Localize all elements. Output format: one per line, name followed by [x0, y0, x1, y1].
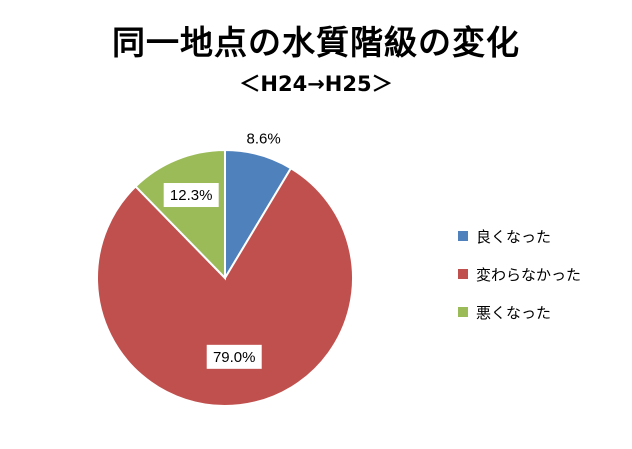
data-label-worsened: 12.3% [163, 183, 219, 208]
data-label-worsened-text: 12.3% [170, 187, 213, 204]
legend: 良くなった 変わらなかった 悪くなった [458, 226, 581, 340]
legend-swatch-improved [458, 231, 468, 241]
data-label-unchanged-box [206, 344, 262, 369]
legend-item-worsened: 悪くなった [458, 302, 581, 322]
data-label-worsened-box [163, 183, 219, 208]
pie-slice-worsened [134, 148, 226, 281]
data-label-improved-text: 8.6% [247, 131, 281, 148]
data-label-unchanged-text: 79.0% [213, 349, 256, 366]
legend-label-worsened: 悪くなった [476, 303, 552, 322]
pie-slice-unchanged [96, 166, 354, 407]
data-label-unchanged: 79.0% [206, 344, 262, 369]
pie-slices [96, 148, 354, 407]
pie-labels: 8.6% 79.0% 12.3% [163, 131, 281, 369]
legend-swatch-unchanged [458, 269, 468, 279]
legend-label-unchanged: 変わらなかった [476, 265, 582, 284]
data-label-improved: 8.6% [247, 131, 281, 148]
legend-swatch-worsened [458, 307, 468, 317]
legend-item-unchanged: 変わらなかった [458, 264, 581, 284]
legend-label-improved: 良くなった [476, 227, 552, 246]
legend-item-improved: 良くなった [458, 226, 581, 246]
chart-subtitle: ＜H24→H25＞ [239, 72, 393, 96]
chart-title: 同一地点の水質階級の変化 [112, 23, 520, 62]
